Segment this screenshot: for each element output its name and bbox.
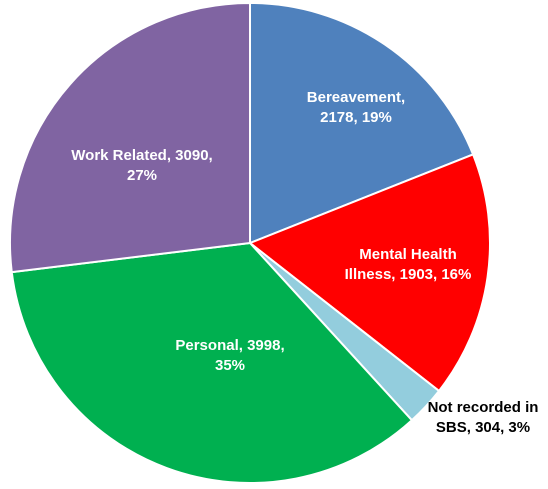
slice-label: Personal, 3998, (175, 337, 284, 354)
slice-label: Bereavement, (307, 89, 405, 106)
slice-label: Work Related, 3090, (71, 147, 212, 164)
slice-label: SBS, 304, 3% (436, 419, 530, 436)
pie-slice (248, 153, 491, 393)
slice-label: Illness, 1903, 16% (345, 266, 472, 283)
slice-label: 2178, 19% (320, 109, 392, 126)
pie-slice (9, 1, 251, 274)
slice-label: Not recorded in (428, 399, 539, 416)
pie-slice (10, 241, 414, 484)
slice-label: Mental Health (359, 246, 457, 263)
slice-label: 35% (215, 357, 245, 374)
slice-label: 27% (127, 167, 157, 184)
pie-slice (249, 1, 475, 245)
